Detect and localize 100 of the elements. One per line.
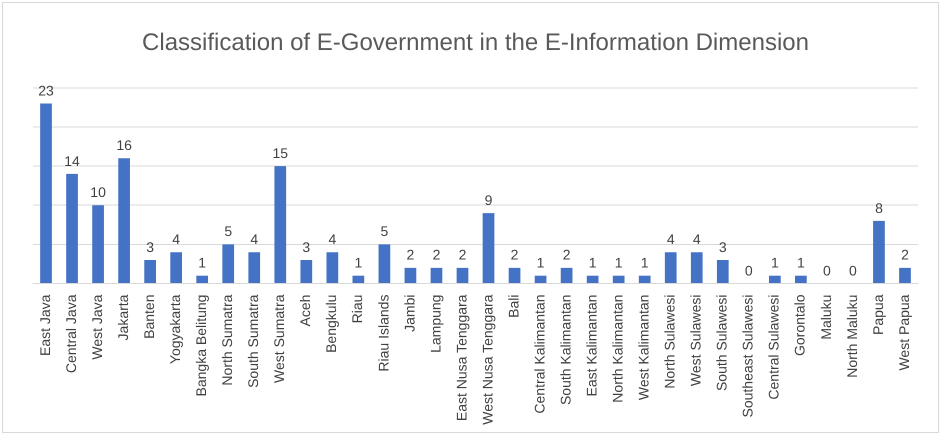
data-label: 2 (901, 246, 910, 263)
bar (66, 174, 78, 284)
data-label: 2 (432, 246, 441, 263)
data-label: 0 (744, 262, 753, 278)
x-tick-label: Bangka Belitung (193, 294, 210, 396)
data-label: 1 (770, 254, 779, 271)
data-label: 2 (458, 246, 467, 263)
x-tick-label: East Nusa Tenggara (453, 294, 470, 422)
bar (586, 276, 598, 284)
bar (716, 260, 729, 284)
bar (430, 268, 442, 284)
data-label: 2 (562, 246, 571, 263)
bar (534, 276, 546, 284)
x-tick-label: Banten (140, 294, 157, 339)
bar (690, 252, 703, 284)
data-label: 2 (510, 246, 519, 263)
data-label: 0 (823, 262, 831, 278)
data-label: 1 (354, 254, 362, 271)
x-tick-label: South Kalimantan (557, 294, 574, 406)
bar (404, 268, 416, 284)
bar (638, 276, 651, 284)
bar (508, 268, 520, 284)
data-label: 1 (640, 254, 649, 271)
data-label: 14 (64, 152, 80, 169)
bar (170, 252, 182, 284)
x-tick-label: West Sulawesi (688, 294, 704, 386)
bar (560, 268, 572, 284)
bar (222, 244, 234, 284)
data-label: 3 (718, 238, 727, 255)
data-label: 9 (484, 192, 493, 208)
x-tick-label: Gorontalo (792, 294, 808, 356)
bar (326, 252, 338, 284)
bar (768, 276, 781, 284)
x-tick-label: East Java (36, 294, 53, 356)
x-tick-label: Central Sulawesi (766, 294, 782, 400)
data-label: 4 (328, 231, 336, 248)
data-label: 23 (38, 82, 54, 98)
x-tick-label: Bali (505, 294, 522, 318)
bar (248, 252, 260, 284)
x-tick-label: South Sulawesi (714, 294, 730, 392)
data-label: 1 (796, 254, 805, 271)
x-tick-label: West Sumatra (271, 294, 288, 383)
data-label: 2 (406, 246, 415, 263)
x-tick-label: Yogyakarta (167, 294, 184, 364)
bar (40, 103, 52, 284)
bar (482, 213, 494, 284)
bar (274, 166, 286, 284)
x-tick-label: Jambi (401, 294, 418, 332)
x-tick-label: Southeast Sulawesi (740, 294, 756, 418)
x-tick-label: Aceh (297, 294, 314, 326)
x-tick-label: North Sumatra (219, 294, 236, 386)
bar (456, 268, 468, 284)
x-tick-label: Riau (349, 294, 366, 324)
x-tick-label: Papua (870, 294, 886, 336)
x-tick-label: Riau Islands (375, 294, 392, 372)
bar (144, 260, 156, 284)
data-label: 4 (250, 231, 258, 248)
bar (352, 276, 364, 284)
x-tick-label: Jakarta (114, 294, 131, 340)
x-tick-label: North Maluku (844, 294, 860, 378)
data-label: 0 (849, 262, 858, 278)
bar (118, 158, 130, 284)
x-tick-label: Central Java (62, 294, 79, 374)
data-label: 4 (172, 231, 180, 248)
bar (899, 268, 911, 284)
data-label: 5 (224, 223, 232, 240)
x-tick-label: West Papua (896, 294, 912, 371)
data-label: 1 (536, 254, 545, 271)
data-label: 1 (588, 254, 597, 271)
x-tick-label: North Kalimantan (610, 294, 626, 403)
bar (196, 276, 208, 284)
x-tick-label: West Kalimantan (636, 294, 652, 400)
bar (664, 252, 677, 284)
chart-title: Classification of E-Government in the E-Information Dimension (142, 29, 809, 56)
data-label: 8 (875, 200, 884, 216)
bar (92, 205, 104, 284)
x-tick-label: West Nusa Tenggara (479, 294, 496, 425)
x-tick-label: Maluku (818, 294, 834, 340)
data-label: 4 (666, 231, 675, 248)
data-label: 16 (116, 137, 132, 154)
x-tick-label: North Sulawesi (662, 294, 678, 389)
data-label: 3 (146, 238, 154, 255)
bar (378, 244, 390, 284)
bar (873, 220, 885, 284)
x-tick-label: East Kalimantan (583, 294, 600, 396)
bar (795, 276, 807, 284)
bar (300, 260, 312, 284)
data-label: 1 (198, 254, 206, 271)
x-tick-label: Bengkulu (323, 294, 340, 353)
bar (612, 276, 625, 284)
data-label: 4 (692, 231, 701, 248)
x-tick-label: Central Kalimantan (531, 294, 548, 414)
data-label: 3 (302, 238, 310, 255)
data-label: 5 (380, 223, 388, 240)
data-label: 15 (272, 144, 288, 161)
x-tick-label: West Java (88, 294, 105, 360)
data-label: 1 (614, 254, 623, 271)
x-tick-label: Lampung (427, 294, 444, 353)
data-label: 10 (90, 184, 106, 200)
x-tick-label: South Sumatra (245, 294, 262, 388)
